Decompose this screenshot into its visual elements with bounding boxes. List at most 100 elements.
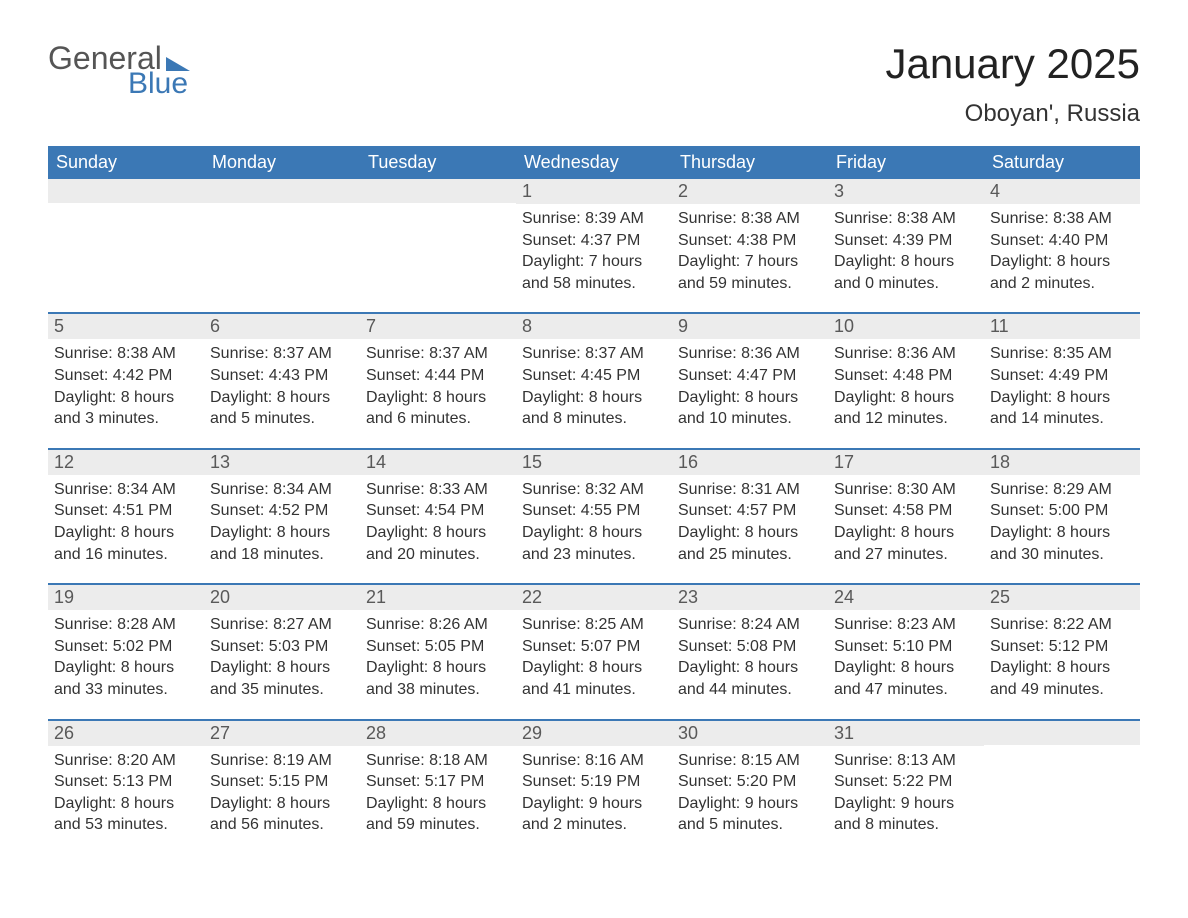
day-details: Sunrise: 8:27 AMSunset: 5:03 PMDaylight:…: [204, 610, 360, 700]
daylight-text: Daylight: 8 hours and 16 minutes.: [54, 522, 198, 565]
day-number: 25: [984, 585, 1140, 610]
day-number: 2: [672, 179, 828, 204]
daylight-text: Daylight: 9 hours and 2 minutes.: [522, 793, 666, 836]
day-cell: 5Sunrise: 8:38 AMSunset: 4:42 PMDaylight…: [48, 314, 204, 447]
sunrise-text: Sunrise: 8:15 AM: [678, 750, 822, 772]
weeks-container: 1Sunrise: 8:39 AMSunset: 4:37 PMDaylight…: [48, 179, 1140, 854]
daylight-text: Daylight: 8 hours and 0 minutes.: [834, 251, 978, 294]
day-cell: 1Sunrise: 8:39 AMSunset: 4:37 PMDaylight…: [516, 179, 672, 312]
sunset-text: Sunset: 4:44 PM: [366, 365, 510, 387]
day-details: Sunrise: 8:28 AMSunset: 5:02 PMDaylight:…: [48, 610, 204, 700]
sunrise-text: Sunrise: 8:34 AM: [210, 479, 354, 501]
day-cell: 25Sunrise: 8:22 AMSunset: 5:12 PMDayligh…: [984, 585, 1140, 718]
day-cell: 30Sunrise: 8:15 AMSunset: 5:20 PMDayligh…: [672, 721, 828, 854]
day-details: [360, 203, 516, 207]
day-header-wednesday: Wednesday: [516, 146, 672, 179]
daylight-text: Daylight: 8 hours and 10 minutes.: [678, 387, 822, 430]
sunset-text: Sunset: 5:17 PM: [366, 771, 510, 793]
sunrise-text: Sunrise: 8:38 AM: [990, 208, 1134, 230]
sunrise-text: Sunrise: 8:26 AM: [366, 614, 510, 636]
day-details: Sunrise: 8:13 AMSunset: 5:22 PMDaylight:…: [828, 746, 984, 836]
day-details: Sunrise: 8:26 AMSunset: 5:05 PMDaylight:…: [360, 610, 516, 700]
day-number: 17: [828, 450, 984, 475]
day-details: Sunrise: 8:15 AMSunset: 5:20 PMDaylight:…: [672, 746, 828, 836]
sunset-text: Sunset: 4:57 PM: [678, 500, 822, 522]
daylight-text: Daylight: 8 hours and 23 minutes.: [522, 522, 666, 565]
sunset-text: Sunset: 5:15 PM: [210, 771, 354, 793]
sunrise-text: Sunrise: 8:37 AM: [522, 343, 666, 365]
daylight-text: Daylight: 8 hours and 18 minutes.: [210, 522, 354, 565]
day-cell: 19Sunrise: 8:28 AMSunset: 5:02 PMDayligh…: [48, 585, 204, 718]
day-number: 6: [204, 314, 360, 339]
day-header-monday: Monday: [204, 146, 360, 179]
day-number: 14: [360, 450, 516, 475]
sunset-text: Sunset: 5:10 PM: [834, 636, 978, 658]
day-number: 15: [516, 450, 672, 475]
day-cell: 4Sunrise: 8:38 AMSunset: 4:40 PMDaylight…: [984, 179, 1140, 312]
sunrise-text: Sunrise: 8:36 AM: [834, 343, 978, 365]
day-cell: [360, 179, 516, 312]
daylight-text: Daylight: 8 hours and 3 minutes.: [54, 387, 198, 430]
day-details: Sunrise: 8:23 AMSunset: 5:10 PMDaylight:…: [828, 610, 984, 700]
day-cell: 22Sunrise: 8:25 AMSunset: 5:07 PMDayligh…: [516, 585, 672, 718]
day-details: Sunrise: 8:36 AMSunset: 4:48 PMDaylight:…: [828, 339, 984, 429]
daylight-text: Daylight: 9 hours and 8 minutes.: [834, 793, 978, 836]
header: General Blue January 2025 Oboyan', Russi…: [48, 40, 1140, 128]
sunrise-text: Sunrise: 8:33 AM: [366, 479, 510, 501]
day-cell: [204, 179, 360, 312]
day-details: Sunrise: 8:37 AMSunset: 4:43 PMDaylight:…: [204, 339, 360, 429]
daylight-text: Daylight: 8 hours and 38 minutes.: [366, 657, 510, 700]
day-number: 5: [48, 314, 204, 339]
sunrise-text: Sunrise: 8:19 AM: [210, 750, 354, 772]
location-label: Oboyan', Russia: [885, 100, 1140, 128]
day-details: Sunrise: 8:37 AMSunset: 4:44 PMDaylight:…: [360, 339, 516, 429]
day-cell: 14Sunrise: 8:33 AMSunset: 4:54 PMDayligh…: [360, 450, 516, 583]
day-details: Sunrise: 8:24 AMSunset: 5:08 PMDaylight:…: [672, 610, 828, 700]
sunrise-text: Sunrise: 8:16 AM: [522, 750, 666, 772]
daylight-text: Daylight: 7 hours and 59 minutes.: [678, 251, 822, 294]
day-details: Sunrise: 8:20 AMSunset: 5:13 PMDaylight:…: [48, 746, 204, 836]
day-cell: 18Sunrise: 8:29 AMSunset: 5:00 PMDayligh…: [984, 450, 1140, 583]
day-number: 27: [204, 721, 360, 746]
day-number: 19: [48, 585, 204, 610]
daylight-text: Daylight: 8 hours and 25 minutes.: [678, 522, 822, 565]
day-details: [984, 745, 1140, 749]
daylight-text: Daylight: 8 hours and 41 minutes.: [522, 657, 666, 700]
sunset-text: Sunset: 4:38 PM: [678, 230, 822, 252]
daylight-text: Daylight: 8 hours and 59 minutes.: [366, 793, 510, 836]
sunset-text: Sunset: 5:07 PM: [522, 636, 666, 658]
day-header-thursday: Thursday: [672, 146, 828, 179]
month-title: January 2025: [885, 40, 1140, 88]
sunset-text: Sunset: 5:20 PM: [678, 771, 822, 793]
daylight-text: Daylight: 8 hours and 35 minutes.: [210, 657, 354, 700]
day-number: [360, 179, 516, 203]
day-number: 10: [828, 314, 984, 339]
day-number: [48, 179, 204, 203]
sunset-text: Sunset: 4:55 PM: [522, 500, 666, 522]
day-number: 13: [204, 450, 360, 475]
daylight-text: Daylight: 8 hours and 20 minutes.: [366, 522, 510, 565]
day-number: 11: [984, 314, 1140, 339]
calendar: Sunday Monday Tuesday Wednesday Thursday…: [48, 146, 1140, 854]
title-block: January 2025 Oboyan', Russia: [885, 40, 1140, 128]
day-details: Sunrise: 8:35 AMSunset: 4:49 PMDaylight:…: [984, 339, 1140, 429]
day-cell: [48, 179, 204, 312]
sunset-text: Sunset: 5:12 PM: [990, 636, 1134, 658]
sunrise-text: Sunrise: 8:13 AM: [834, 750, 978, 772]
sunset-text: Sunset: 4:54 PM: [366, 500, 510, 522]
day-header-sunday: Sunday: [48, 146, 204, 179]
sunset-text: Sunset: 4:48 PM: [834, 365, 978, 387]
sunrise-text: Sunrise: 8:28 AM: [54, 614, 198, 636]
day-cell: 11Sunrise: 8:35 AMSunset: 4:49 PMDayligh…: [984, 314, 1140, 447]
day-details: Sunrise: 8:38 AMSunset: 4:38 PMDaylight:…: [672, 204, 828, 294]
day-details: [48, 203, 204, 207]
sunset-text: Sunset: 4:37 PM: [522, 230, 666, 252]
day-number: 7: [360, 314, 516, 339]
day-number: 4: [984, 179, 1140, 204]
daylight-text: Daylight: 9 hours and 5 minutes.: [678, 793, 822, 836]
day-details: Sunrise: 8:22 AMSunset: 5:12 PMDaylight:…: [984, 610, 1140, 700]
day-number: 16: [672, 450, 828, 475]
day-details: Sunrise: 8:33 AMSunset: 4:54 PMDaylight:…: [360, 475, 516, 565]
daylight-text: Daylight: 8 hours and 8 minutes.: [522, 387, 666, 430]
day-details: Sunrise: 8:38 AMSunset: 4:40 PMDaylight:…: [984, 204, 1140, 294]
